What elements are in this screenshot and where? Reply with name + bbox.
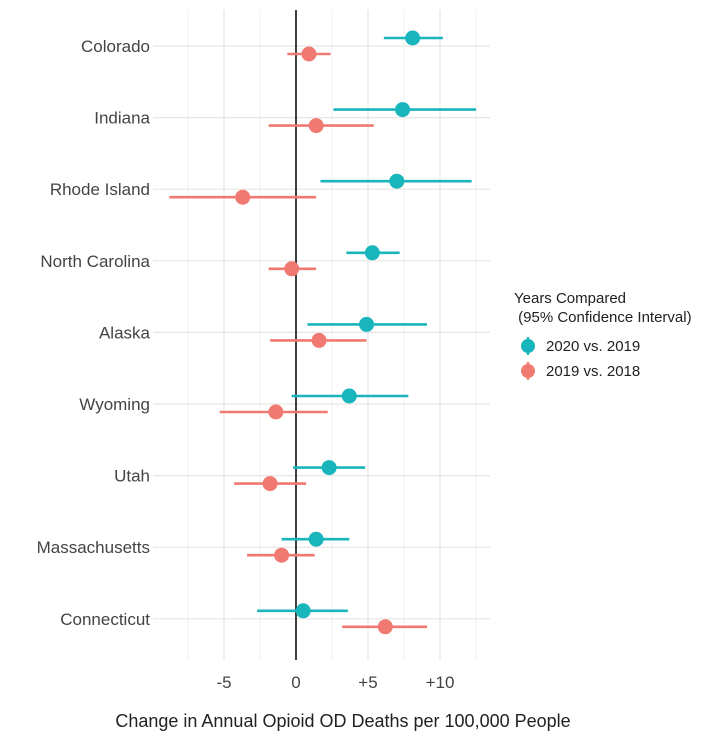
legend-key-point-0	[521, 339, 535, 353]
point-series0-0	[405, 30, 421, 46]
point-series1-5	[268, 404, 284, 420]
category-label-2: Rhode Island	[50, 180, 150, 199]
x-tick-label-3: +10	[426, 673, 455, 692]
point-series1-3	[284, 261, 300, 277]
point-series1-2	[235, 189, 251, 205]
y-axis: Colorado Indiana Rhode Island North Carolin…	[37, 37, 151, 629]
grid	[153, 10, 490, 660]
legend-label-0: 2020 vs. 2019	[546, 338, 640, 355]
category-label-5: Wyoming	[79, 395, 150, 414]
point-series1-4	[311, 332, 327, 348]
point-series1-7	[274, 547, 290, 563]
legend-title-line1: Years Compared	[514, 290, 626, 307]
point-series0-5	[341, 388, 357, 404]
category-label-1: Indiana	[94, 109, 150, 128]
x-tick-label-2: +5	[358, 673, 377, 692]
point-series1-8	[377, 619, 393, 635]
category-label-7: Massachusetts	[37, 538, 150, 557]
point-series0-1	[395, 102, 411, 118]
category-label-8: Connecticut	[60, 610, 150, 629]
legend-key-point-1	[521, 364, 535, 378]
x-axis: -5 0 +5 +10	[216, 673, 454, 692]
category-label-0: Colorado	[81, 37, 150, 56]
point-series0-6	[321, 460, 337, 476]
point-series1-1	[308, 118, 324, 134]
point-series0-2	[389, 173, 405, 189]
legend-title-line2: (95% Confidence Interval)	[514, 309, 692, 326]
point-series1-0	[301, 46, 317, 62]
x-tick-label-0: -5	[216, 673, 231, 692]
point-series1-6	[262, 476, 278, 492]
x-tick-label-1: 0	[291, 673, 300, 692]
category-label-6: Utah	[114, 467, 150, 486]
category-label-4: Alaska	[99, 323, 151, 342]
point-series0-4	[359, 316, 375, 332]
point-series0-3	[364, 245, 380, 261]
legend-label-1: 2019 vs. 2018	[546, 363, 640, 380]
x-axis-title: Change in Annual Opioid OD Deaths per 10…	[115, 711, 570, 731]
legend: Years Compared (95% Confidence Interval)…	[514, 290, 692, 380]
legend-items: 2020 vs. 2019 2019 vs. 2018	[521, 337, 640, 380]
point-series0-8	[295, 603, 311, 619]
point-series0-7	[308, 531, 324, 547]
series-layer	[169, 30, 476, 635]
category-label-3: North Carolina	[40, 252, 150, 271]
